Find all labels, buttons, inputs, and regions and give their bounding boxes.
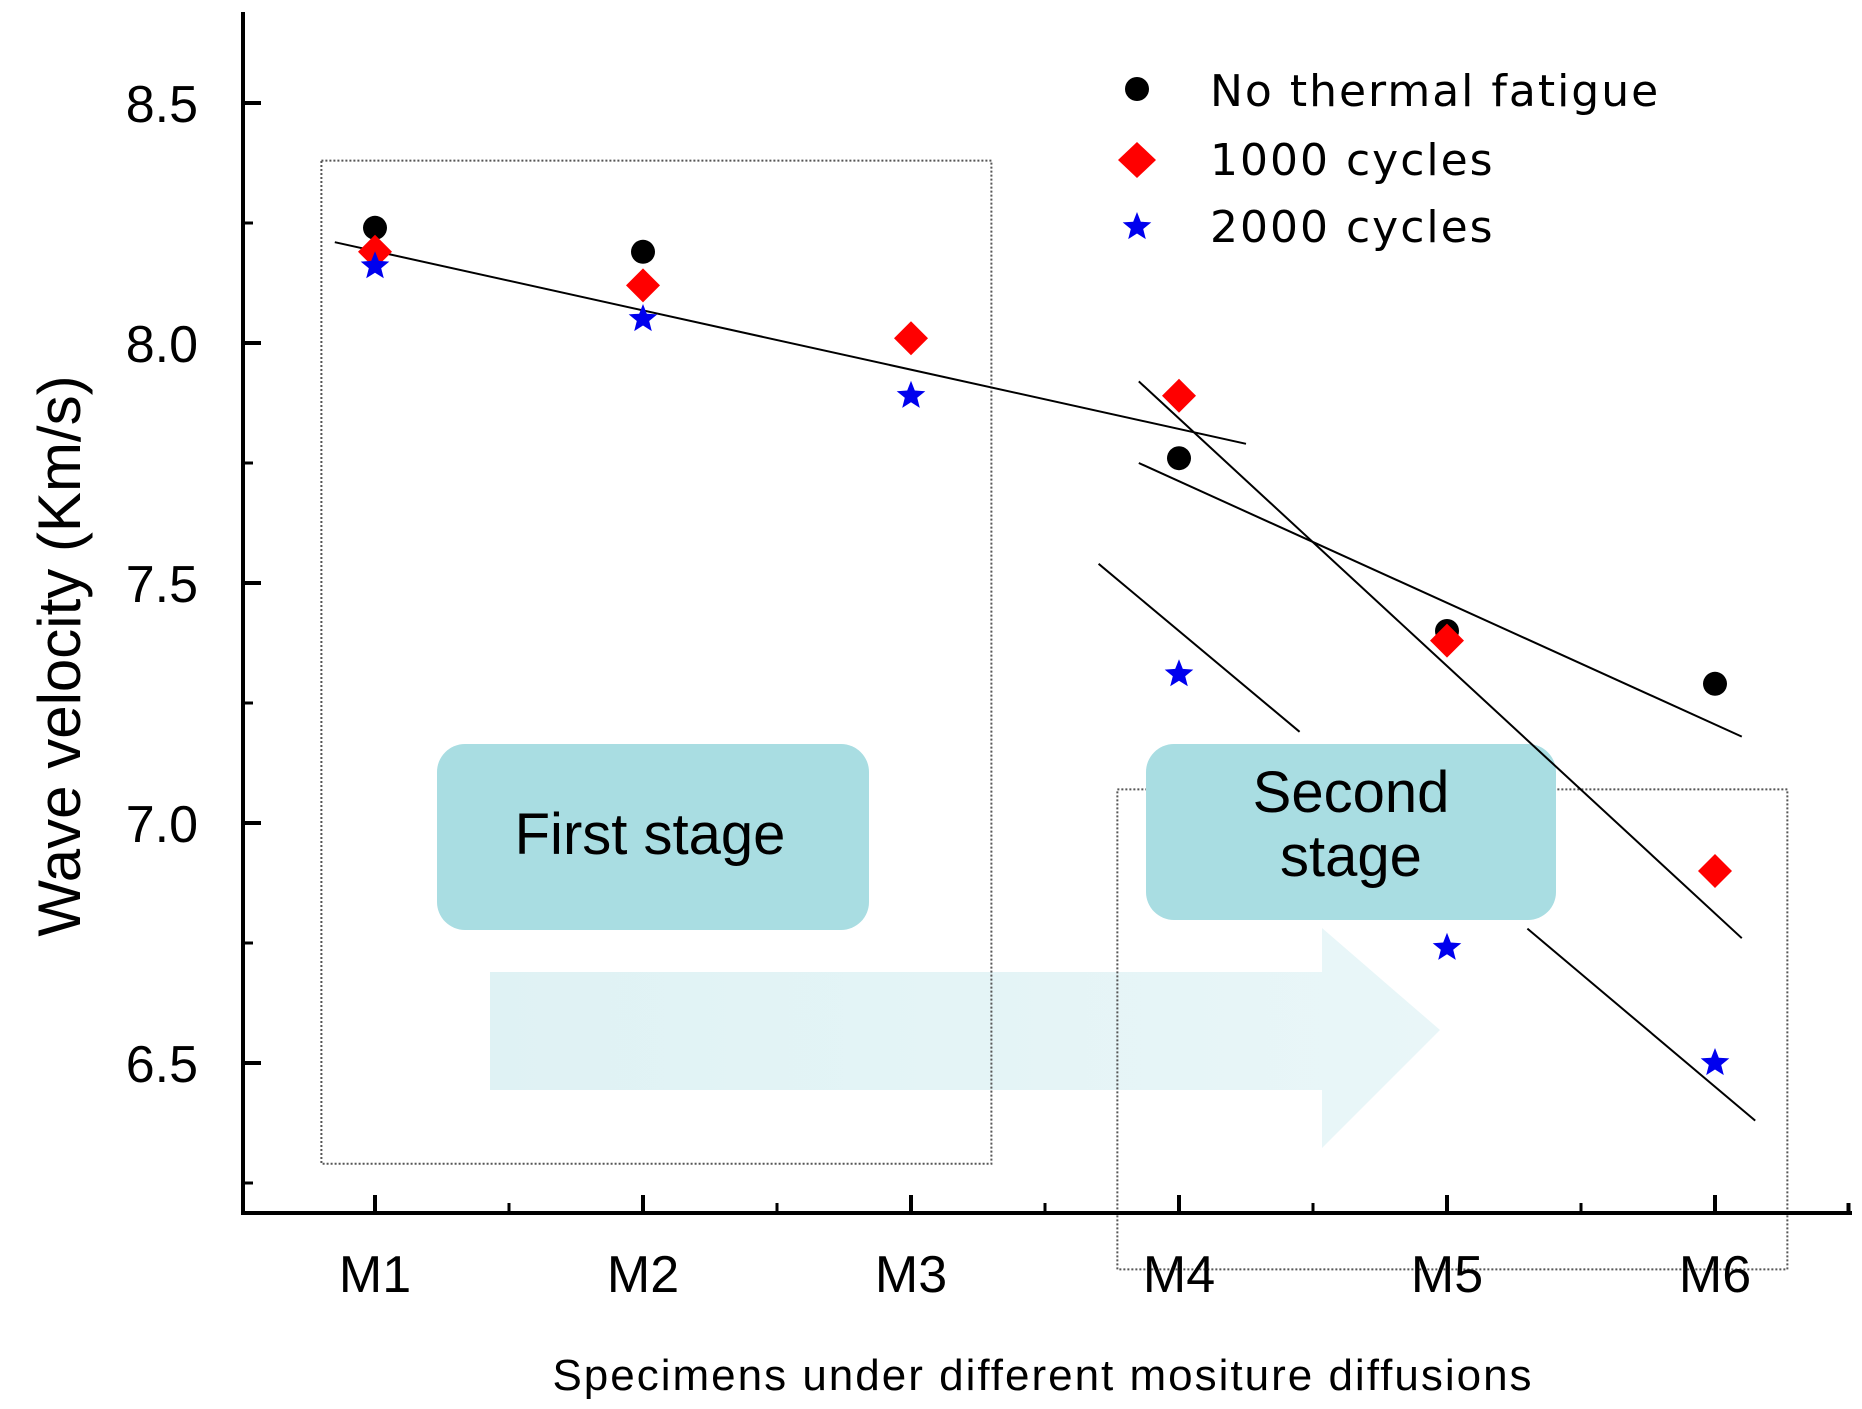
data-point-2000-cycles <box>896 380 926 408</box>
data-point-2000-cycles <box>1432 932 1462 960</box>
data-point-1000-cycles <box>894 321 928 356</box>
x-tick-label: M4 <box>1143 1246 1215 1304</box>
legend: No thermal fatigue 1000 cycles 2000 cycl… <box>1118 66 1660 253</box>
data-point-2000-cycles <box>360 251 390 279</box>
data-point-1000-cycles <box>1698 854 1732 888</box>
x-tick-label: M5 <box>1411 1246 1483 1304</box>
first-stage-region-box <box>320 159 993 1165</box>
data-point-2000-cycles <box>1700 1048 1730 1076</box>
trend-line <box>1138 462 1743 738</box>
legend-label-2000-cycles: 2000 cycles <box>1210 202 1495 253</box>
trend-line <box>1097 563 1301 733</box>
data-point-no-thermal-fatigue <box>363 215 387 240</box>
first-stage-label: First stage <box>515 802 786 867</box>
data-point-1000-cycles <box>1162 378 1196 413</box>
progress-arrow <box>490 928 1440 1148</box>
first-stage-label-box <box>437 744 869 930</box>
y-tick-label: 8.0 <box>126 316 198 374</box>
data-point-1000-cycles <box>626 268 660 303</box>
second-stage-region-box <box>1116 788 1789 1271</box>
y-tick-label: 7.5 <box>126 556 198 614</box>
x-tick-label: M6 <box>1679 1246 1751 1304</box>
second-stage-label-line1: Second <box>1253 760 1450 825</box>
trend-line <box>1138 380 1743 939</box>
data-point-no-thermal-fatigue <box>631 239 655 264</box>
y-tick-label: 8.5 <box>126 76 198 134</box>
y-axis-title: Wave velocity (Km/s) <box>26 375 93 936</box>
x-tick-label: M1 <box>339 1246 411 1304</box>
x-tick-label: M2 <box>607 1246 679 1304</box>
data-point-1000-cycles <box>1430 623 1464 658</box>
data-point-2000-cycles <box>1164 659 1194 687</box>
second-stage-label-box <box>1146 744 1556 920</box>
trend-line <box>334 241 1247 445</box>
data-point-no-thermal-fatigue <box>1167 446 1191 471</box>
y-tick-label: 7.0 <box>126 796 198 854</box>
x-axis-title: Specimens under different mositure diffu… <box>552 1351 1533 1400</box>
legend-marker-no-thermal-fatigue <box>1125 77 1149 101</box>
x-tick-label: M3 <box>875 1246 947 1304</box>
second-stage-label-line2: stage <box>1280 824 1422 889</box>
data-point-no-thermal-fatigue <box>1703 671 1727 696</box>
legend-label-1000-cycles: 1000 cycles <box>1210 135 1495 186</box>
legend-marker-2000-cycles <box>1122 212 1152 240</box>
legend-marker-1000-cycles <box>1118 142 1156 178</box>
data-point-2000-cycles <box>628 304 658 332</box>
trend-line <box>1526 927 1756 1122</box>
legend-label-no-thermal-fatigue: No thermal fatigue <box>1210 66 1660 117</box>
y-tick-label: 6.5 <box>126 1036 198 1094</box>
